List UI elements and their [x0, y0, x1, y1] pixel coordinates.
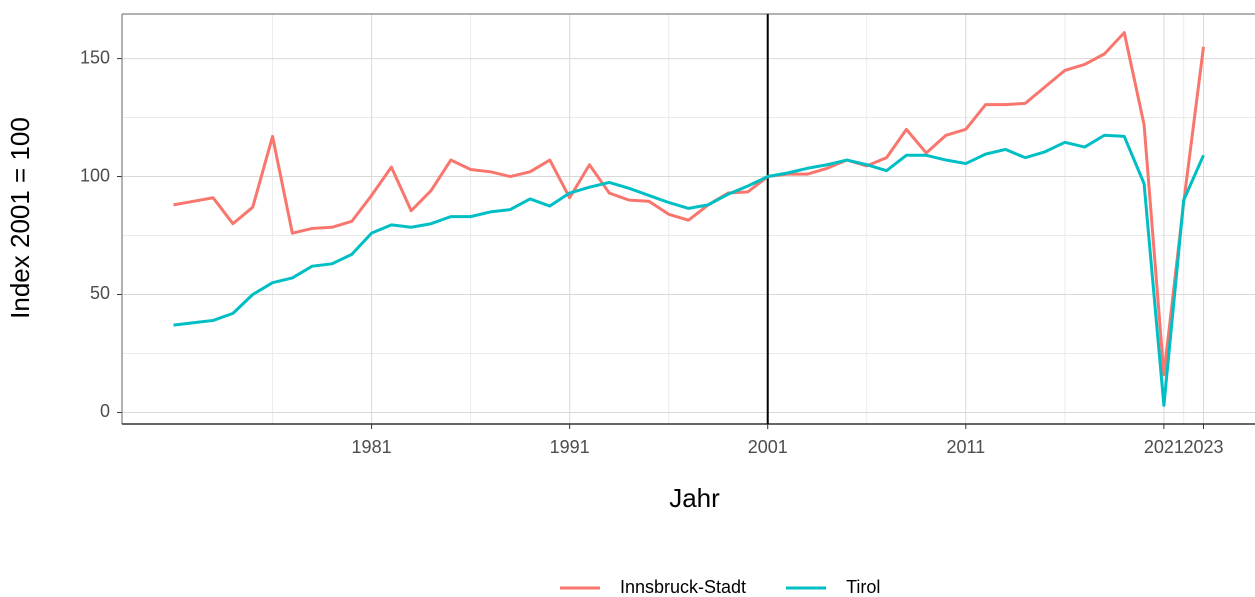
y-tick-label: 150 [80, 47, 110, 67]
y-tick-label: 50 [90, 283, 110, 303]
x-tick-label: 2021 [1144, 437, 1184, 457]
x-axis-title: Jahr [669, 483, 720, 513]
x-tick-label: 1981 [352, 437, 392, 457]
series-line [173, 31, 1205, 377]
y-tick-label: 0 [100, 401, 110, 421]
legend-label: Tirol [846, 577, 880, 597]
x-tick-label: 1991 [550, 437, 590, 457]
x-tick-label: 2023 [1183, 437, 1223, 457]
series-line [173, 133, 1205, 407]
legend-label: Innsbruck-Stadt [620, 577, 746, 597]
x-tick-label: 2001 [748, 437, 788, 457]
y-tick-label: 100 [80, 165, 110, 185]
y-axis-title: Index 2001 = 100 [5, 117, 35, 319]
x-tick-label: 2011 [946, 437, 985, 457]
